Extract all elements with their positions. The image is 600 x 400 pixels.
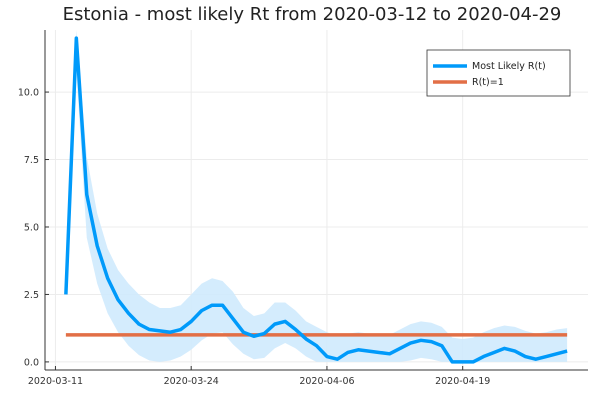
series-line-most-likely	[64, 36, 568, 364]
legend-label-r-equals-1: R(t)=1	[472, 77, 504, 88]
x-tick-label: 2020-03-11	[28, 376, 83, 387]
y-tick-label: 0.0	[24, 357, 39, 368]
series-layer	[64, 36, 568, 364]
x-tick-label: 2020-04-06	[299, 376, 354, 387]
legend: Most Likely R(t) R(t)=1	[426, 49, 571, 97]
x-tick-label: 2020-03-24	[164, 376, 219, 387]
credible-band-layer	[65, 30, 568, 362]
y-tick-label: 5.0	[24, 222, 39, 233]
y-tick-label: 10.0	[18, 88, 39, 99]
y-axis-ticks: 0.0 2.5 5.0 7.5 10.0	[18, 88, 49, 368]
y-tick-label: 2.5	[24, 290, 39, 301]
legend-box	[426, 49, 571, 97]
y-tick-label: 7.5	[24, 155, 39, 166]
credible-interval-band	[65, 30, 568, 362]
x-axis-ticks: 2020-03-11 2020-03-24 2020-04-06 2020-04-19	[28, 366, 490, 387]
x-tick-label: 2020-04-19	[435, 376, 490, 387]
chart-title: Estonia - most likely Rt from 2020-03-12…	[63, 4, 562, 25]
legend-label-most-likely: Most Likely R(t)	[472, 61, 546, 72]
